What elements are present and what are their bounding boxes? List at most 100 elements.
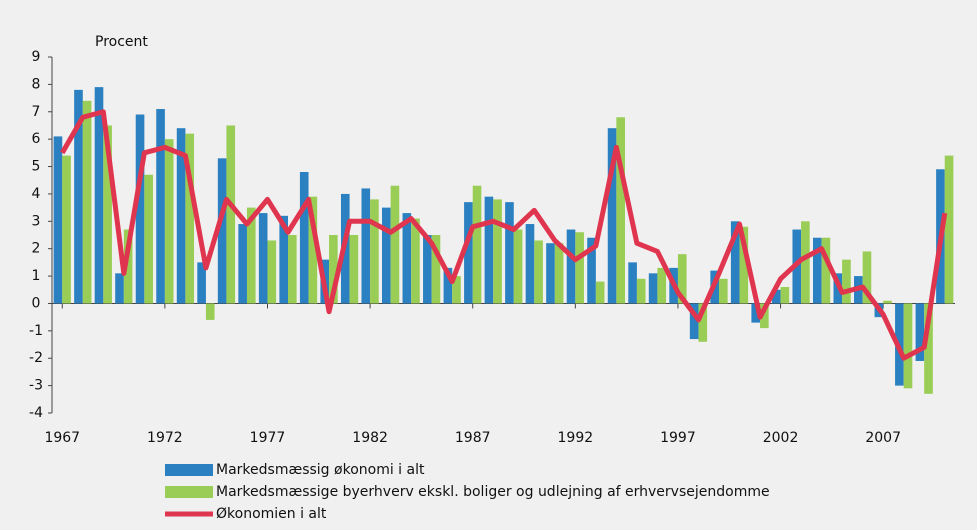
y-tick-label: 4 xyxy=(32,186,41,202)
bar xyxy=(607,128,617,304)
bar xyxy=(258,213,268,304)
bar xyxy=(546,243,555,304)
bar xyxy=(595,281,605,304)
bar xyxy=(115,273,124,304)
bar xyxy=(94,87,104,304)
y-tick-label: 6 xyxy=(32,131,41,147)
bar xyxy=(566,229,576,304)
x-tick-label: 2007 xyxy=(865,430,901,446)
x-tick-label: 1987 xyxy=(455,430,491,446)
bar xyxy=(657,267,667,304)
bar xyxy=(103,125,112,304)
bar xyxy=(493,199,502,304)
x-tick-label: 1982 xyxy=(352,430,388,446)
y-tick-label: 5 xyxy=(32,159,41,175)
x-tick-label: 1967 xyxy=(44,430,80,446)
bar xyxy=(299,172,309,304)
x-tick-label: 1992 xyxy=(558,430,594,446)
bar xyxy=(205,303,215,320)
bar xyxy=(587,237,596,304)
bar xyxy=(62,155,71,304)
bar xyxy=(267,240,277,304)
bar xyxy=(903,303,913,389)
bar xyxy=(883,300,892,304)
y-tick-label: 8 xyxy=(32,76,41,92)
bar xyxy=(370,199,379,304)
bar xyxy=(751,303,761,323)
bar xyxy=(513,229,523,304)
bar xyxy=(812,237,822,304)
bar xyxy=(554,243,564,304)
bar xyxy=(349,235,359,304)
bar xyxy=(924,303,933,394)
x-tick-label: 1997 xyxy=(660,430,696,446)
y-tick-label: -1 xyxy=(29,323,43,339)
bar xyxy=(575,232,584,304)
bar xyxy=(238,224,247,304)
bar xyxy=(821,237,831,304)
bar xyxy=(361,188,371,304)
bar xyxy=(780,287,790,304)
bar xyxy=(484,196,494,304)
y-tick-label: 9 xyxy=(32,49,41,65)
bar xyxy=(698,303,708,342)
bar xyxy=(771,289,781,304)
bar xyxy=(677,254,687,304)
bar xyxy=(164,139,174,304)
bar xyxy=(730,221,740,304)
bar xyxy=(862,251,872,304)
bar xyxy=(288,235,297,304)
bar xyxy=(226,125,236,304)
bar xyxy=(628,262,637,304)
line xyxy=(60,109,948,361)
legend-label: Markedsmæssig økonomi i alt xyxy=(216,462,425,478)
bar xyxy=(443,267,453,304)
bar xyxy=(185,133,195,304)
y-tick-label: -3 xyxy=(29,378,43,394)
bar xyxy=(915,303,925,361)
y-tick-label: -4 xyxy=(29,405,43,421)
y-tick-label: -2 xyxy=(29,350,43,366)
bar xyxy=(760,303,769,329)
bar xyxy=(74,89,83,304)
bar xyxy=(329,235,338,304)
bar xyxy=(246,207,256,304)
legend-label: Markedsmæssige byerhverv ekskl. boliger … xyxy=(216,484,770,500)
bar xyxy=(616,117,625,304)
bar xyxy=(217,158,227,304)
bar xyxy=(525,224,535,304)
legend-swatch xyxy=(165,486,213,498)
bar xyxy=(156,109,165,304)
bar xyxy=(944,155,954,304)
x-tick-label: 2002 xyxy=(763,430,799,446)
y-tick-label: 2 xyxy=(32,241,41,257)
legend-label: Økonomien i alt xyxy=(216,506,327,522)
bar xyxy=(123,229,133,304)
x-tick-label: 1977 xyxy=(250,430,286,446)
y-tick-label: 3 xyxy=(32,213,41,229)
bar xyxy=(636,278,646,304)
bar xyxy=(452,276,461,304)
bar xyxy=(689,303,699,340)
bar xyxy=(505,202,514,304)
bar xyxy=(423,235,432,304)
y-tick-label: 1 xyxy=(32,268,41,284)
bar xyxy=(197,262,206,304)
y-axis-label: Procent xyxy=(95,34,148,50)
legend-swatch xyxy=(165,464,213,476)
bar xyxy=(135,114,145,304)
bar xyxy=(144,174,153,304)
y-tick-label: 7 xyxy=(32,104,41,120)
bar xyxy=(739,226,749,304)
bar xyxy=(382,207,391,304)
bar xyxy=(718,278,728,304)
bar xyxy=(431,235,441,304)
bar xyxy=(308,196,318,304)
bar xyxy=(801,221,810,304)
bar xyxy=(411,218,420,304)
bar xyxy=(464,202,473,304)
x-tick-label: 1972 xyxy=(147,430,183,446)
bar xyxy=(82,100,92,304)
